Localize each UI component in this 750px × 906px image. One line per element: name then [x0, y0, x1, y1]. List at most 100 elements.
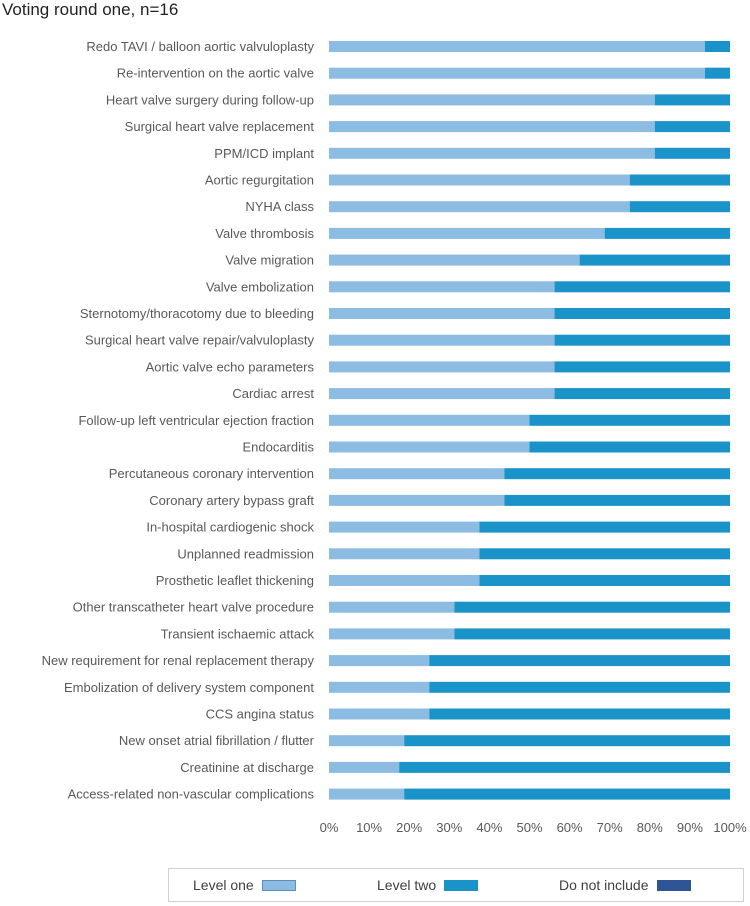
- bar-segment-level-two: [629, 174, 730, 186]
- category-label: PPM/ICD implant: [214, 146, 314, 161]
- bar-segment-level-one: [329, 281, 555, 293]
- bar-segment-level-one: [329, 708, 430, 720]
- bar-segment-level-two: [479, 548, 730, 560]
- legend-swatch: [656, 879, 691, 891]
- category-label: Redo TAVI / balloon aortic valvuloplasty: [86, 39, 314, 54]
- x-tick-label: 0%: [320, 820, 339, 835]
- bar-segment-level-one: [329, 628, 455, 640]
- x-tick-label: 30%: [436, 820, 462, 835]
- bar-segment-level-two: [404, 735, 730, 747]
- bar-segment-level-two: [654, 121, 730, 133]
- bar-segment-level-two: [704, 67, 730, 79]
- bar-segment-level-two: [504, 468, 730, 480]
- category-label: Follow-up left ventricular ejection frac…: [78, 413, 314, 428]
- bar-segment-level-one: [329, 494, 505, 506]
- bar-segment-level-two: [654, 94, 730, 106]
- bar-segment-level-two: [579, 254, 730, 266]
- legend-label: Level two: [377, 877, 437, 893]
- bar-segment-level-one: [329, 41, 705, 52]
- x-tick-label: 50%: [516, 820, 542, 835]
- bar-segment-level-one: [329, 601, 455, 613]
- x-tick-label: 20%: [396, 820, 422, 835]
- bar-segment-level-one: [329, 227, 605, 239]
- category-label: Creatinine at discharge: [180, 760, 314, 775]
- bar-segment-level-two: [529, 441, 730, 453]
- category-label: Coronary artery bypass graft: [149, 493, 314, 508]
- bar-segment-level-one: [329, 308, 555, 319]
- legend-item-level-one: Level one: [193, 877, 296, 893]
- category-label: Surgical heart valve replacement: [125, 119, 315, 134]
- bar-segment-level-two: [429, 655, 730, 667]
- bar-segment-level-two: [429, 681, 730, 693]
- category-label: In-hospital cardiogenic shock: [146, 520, 314, 535]
- x-tick-label: 100%: [713, 820, 747, 835]
- bar-segment-level-two: [429, 708, 730, 720]
- bar-segment-level-one: [329, 361, 555, 373]
- legend-label: Do not include: [559, 877, 649, 893]
- bar-segment-level-one: [329, 788, 405, 800]
- bar-segment-level-one: [329, 201, 630, 213]
- category-label: Access-related non-vascular complication…: [68, 787, 315, 802]
- bar-segment-level-two: [399, 761, 730, 773]
- category-label: Embolization of delivery system componen…: [64, 680, 314, 695]
- category-label: Unplanned readmission: [177, 546, 314, 561]
- bar-segment-level-one: [329, 655, 430, 667]
- category-label: Heart valve surgery during follow-up: [106, 92, 314, 107]
- x-tick-label: 40%: [476, 820, 502, 835]
- legend-label: Level one: [193, 877, 254, 893]
- bar-segment-level-two: [554, 308, 730, 319]
- bar-segment-level-one: [329, 334, 555, 346]
- chart-title: Voting round one, n=16: [2, 0, 179, 19]
- x-tick-label: 10%: [356, 820, 382, 835]
- category-label: Aortic valve echo parameters: [146, 359, 315, 374]
- stacked-bar-chart: Redo TAVI / balloon aortic valvuloplasty…: [42, 39, 747, 835]
- bar-segment-level-two: [504, 494, 730, 506]
- bar-segment-level-one: [329, 761, 400, 773]
- category-label: New requirement for renal replacement th…: [42, 653, 315, 668]
- bar-segment-level-one: [329, 575, 480, 586]
- bar-segment-level-one: [329, 548, 480, 560]
- x-tick-label: 70%: [597, 820, 623, 835]
- category-label: Surgical heart valve repair/valvuloplast…: [85, 333, 315, 348]
- bar-segment-level-one: [329, 521, 480, 533]
- bar-segment-level-one: [329, 681, 430, 693]
- category-label: Valve embolization: [206, 279, 314, 294]
- bar-segment-level-two: [554, 281, 730, 293]
- bar-segment-level-two: [604, 227, 730, 239]
- category-label: Prosthetic leaflet thickening: [156, 573, 314, 588]
- bar-segment-level-two: [454, 601, 730, 613]
- legend-swatch: [444, 879, 479, 891]
- bar-segment-level-one: [329, 414, 530, 426]
- x-tick-label: 80%: [637, 820, 663, 835]
- bar-segment-level-two: [654, 147, 730, 159]
- bar-segment-level-one: [329, 67, 705, 79]
- bar-segment-level-two: [554, 388, 730, 400]
- chart-legend: Level one Level two Do not include: [168, 868, 744, 902]
- category-label: Transient ischaemic attack: [161, 626, 315, 641]
- category-label: Endocarditis: [242, 440, 314, 455]
- legend-item-level-two: Level two: [377, 877, 479, 893]
- category-label: Valve thrombosis: [215, 226, 314, 241]
- bar-segment-level-one: [329, 441, 530, 453]
- category-label: NYHA class: [245, 199, 314, 214]
- x-tick-label: 90%: [677, 820, 703, 835]
- bar-segment-level-two: [629, 201, 730, 213]
- bar-segment-level-one: [329, 468, 505, 480]
- legend-item-do-not-include: Do not include: [559, 877, 691, 893]
- category-label: New onset atrial fibrillation / flutter: [119, 733, 315, 748]
- category-label: Sternotomy/thoracotomy due to bleeding: [80, 306, 314, 321]
- bar-segment-level-one: [329, 174, 630, 186]
- bar-segment-level-two: [454, 628, 730, 640]
- category-label: Other transcatheter heart valve procedur…: [73, 600, 314, 615]
- category-label: Aortic regurgitation: [205, 173, 314, 188]
- bar-segment-level-two: [479, 575, 730, 586]
- bar-segment-level-one: [329, 388, 555, 400]
- bar-segment-level-one: [329, 121, 655, 133]
- bar-segment-level-one: [329, 254, 580, 266]
- category-label: Re-intervention on the aortic valve: [117, 66, 314, 81]
- category-label: Cardiac arrest: [232, 386, 314, 401]
- x-tick-label: 60%: [557, 820, 583, 835]
- bar-segment-level-two: [704, 41, 730, 52]
- bar-segment-level-two: [554, 361, 730, 373]
- category-label: CCS angina status: [206, 707, 315, 722]
